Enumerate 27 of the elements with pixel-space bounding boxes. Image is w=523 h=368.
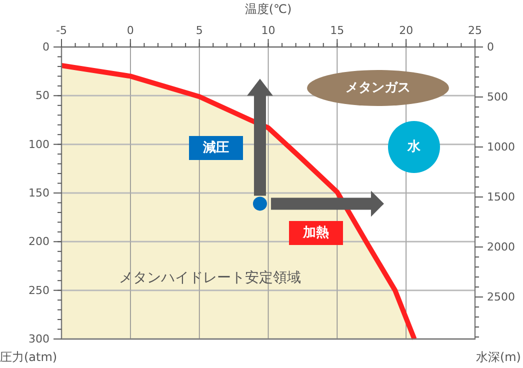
x-tick-label: 25 <box>468 24 482 37</box>
y-tick-label: 200 <box>28 235 50 248</box>
y2-tick-label: 1500 <box>487 190 515 204</box>
x-tick-label: 10 <box>261 24 276 37</box>
y-tick-label: 250 <box>28 284 50 297</box>
y2-tick-label: 0 <box>487 40 494 54</box>
annotation: 加熱 <box>302 224 329 240</box>
y-tick-label: 0 <box>42 40 50 54</box>
y2-tick-label: 2500 <box>487 290 515 304</box>
y-tick-label: 300 <box>28 332 50 346</box>
annotation: メタンガス <box>346 80 410 96</box>
annotation: 減圧 <box>202 140 229 156</box>
x-tick-label: 15 <box>330 24 344 37</box>
x-tick-label: 0 <box>126 24 134 37</box>
y2-axis-title: 水深(m) <box>476 350 521 364</box>
x-tick-label: -5 <box>56 24 67 37</box>
annotation: 水 <box>406 140 422 154</box>
y-tick-label: 50 <box>36 89 50 102</box>
y2-tick-label: 2000 <box>487 240 515 254</box>
y2-tick-label: 500 <box>487 90 508 104</box>
x-tick-label: 20 <box>399 24 414 37</box>
x-tick-label: 5 <box>196 24 203 37</box>
y-axis-title: 圧力(atm) <box>0 350 58 364</box>
x-axis-title: 温度(℃) <box>244 2 292 16</box>
y-tick-label: 150 <box>28 186 50 200</box>
y2-tick-label: 1000 <box>487 140 515 154</box>
y-tick-label: 100 <box>28 138 50 151</box>
